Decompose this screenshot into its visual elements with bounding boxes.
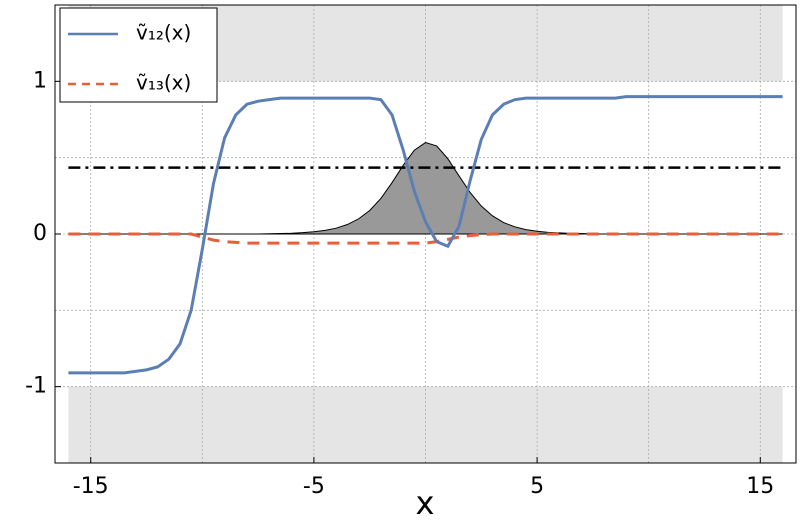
x-tick-label: -5 <box>303 474 325 499</box>
line <box>68 95 783 375</box>
y-tick-label: -1 <box>25 374 47 399</box>
x-tick-label: 15 <box>746 474 774 499</box>
y-tick-label: 0 <box>33 221 47 246</box>
plot-frame <box>54 4 797 464</box>
x-tick-label: 5 <box>530 474 544 499</box>
legend-label: ṽ₁₃(x) <box>136 71 191 95</box>
legend-box <box>59 7 218 103</box>
legend: ṽ₁₂(x) ṽ₁₃(x) <box>59 7 218 103</box>
y-tick-label: 1 <box>33 68 47 93</box>
x-tick-label: -15 <box>73 474 109 499</box>
legend-label: ṽ₁₂(x) <box>136 21 191 45</box>
x-axis-label: x <box>416 484 435 522</box>
